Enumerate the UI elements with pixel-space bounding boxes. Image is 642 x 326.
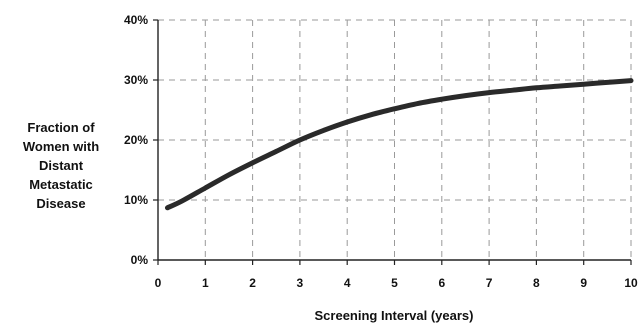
y-tick-label: 10% <box>124 193 148 207</box>
x-tick-label: 4 <box>344 276 351 290</box>
x-tick-label: 5 <box>391 276 398 290</box>
x-tick-label: 1 <box>202 276 209 290</box>
x-tick-label: 10 <box>624 276 638 290</box>
x-tick-labels: 0 1 2 3 4 5 6 7 8 9 10 <box>155 276 638 290</box>
x-tick-label: 8 <box>533 276 540 290</box>
x-tick-label: 9 <box>580 276 587 290</box>
y-tick-label: 30% <box>124 73 148 87</box>
y-axis-label-line-1: Fraction of <box>27 120 95 135</box>
x-tick-label: 0 <box>155 276 162 290</box>
y-axis-label-line-5: Disease <box>36 196 86 211</box>
gridlines <box>158 19 632 260</box>
y-tick-label: 0% <box>131 253 149 267</box>
x-axis-label: Screening Interval (years) <box>315 308 474 323</box>
y-axis-label-line-3: Distant <box>38 158 84 173</box>
x-tick-label: 7 <box>486 276 493 290</box>
series-line <box>164 78 634 211</box>
y-axis-label-line-4: Metastatic <box>29 177 93 192</box>
y-axis-label-line-2: Women with <box>22 139 100 154</box>
series <box>164 78 634 211</box>
y-tick-labels: 0% 10% 20% 30% 40% <box>124 13 148 267</box>
axes <box>153 19 632 265</box>
y-tick-label: 40% <box>124 13 148 27</box>
x-tick-label: 6 <box>438 276 445 290</box>
y-axis-label: Fraction of Women with Distant Metastati… <box>2 118 120 213</box>
y-tick-label: 20% <box>124 133 148 147</box>
x-tick-label: 2 <box>249 276 256 290</box>
x-tick-label: 3 <box>297 276 304 290</box>
